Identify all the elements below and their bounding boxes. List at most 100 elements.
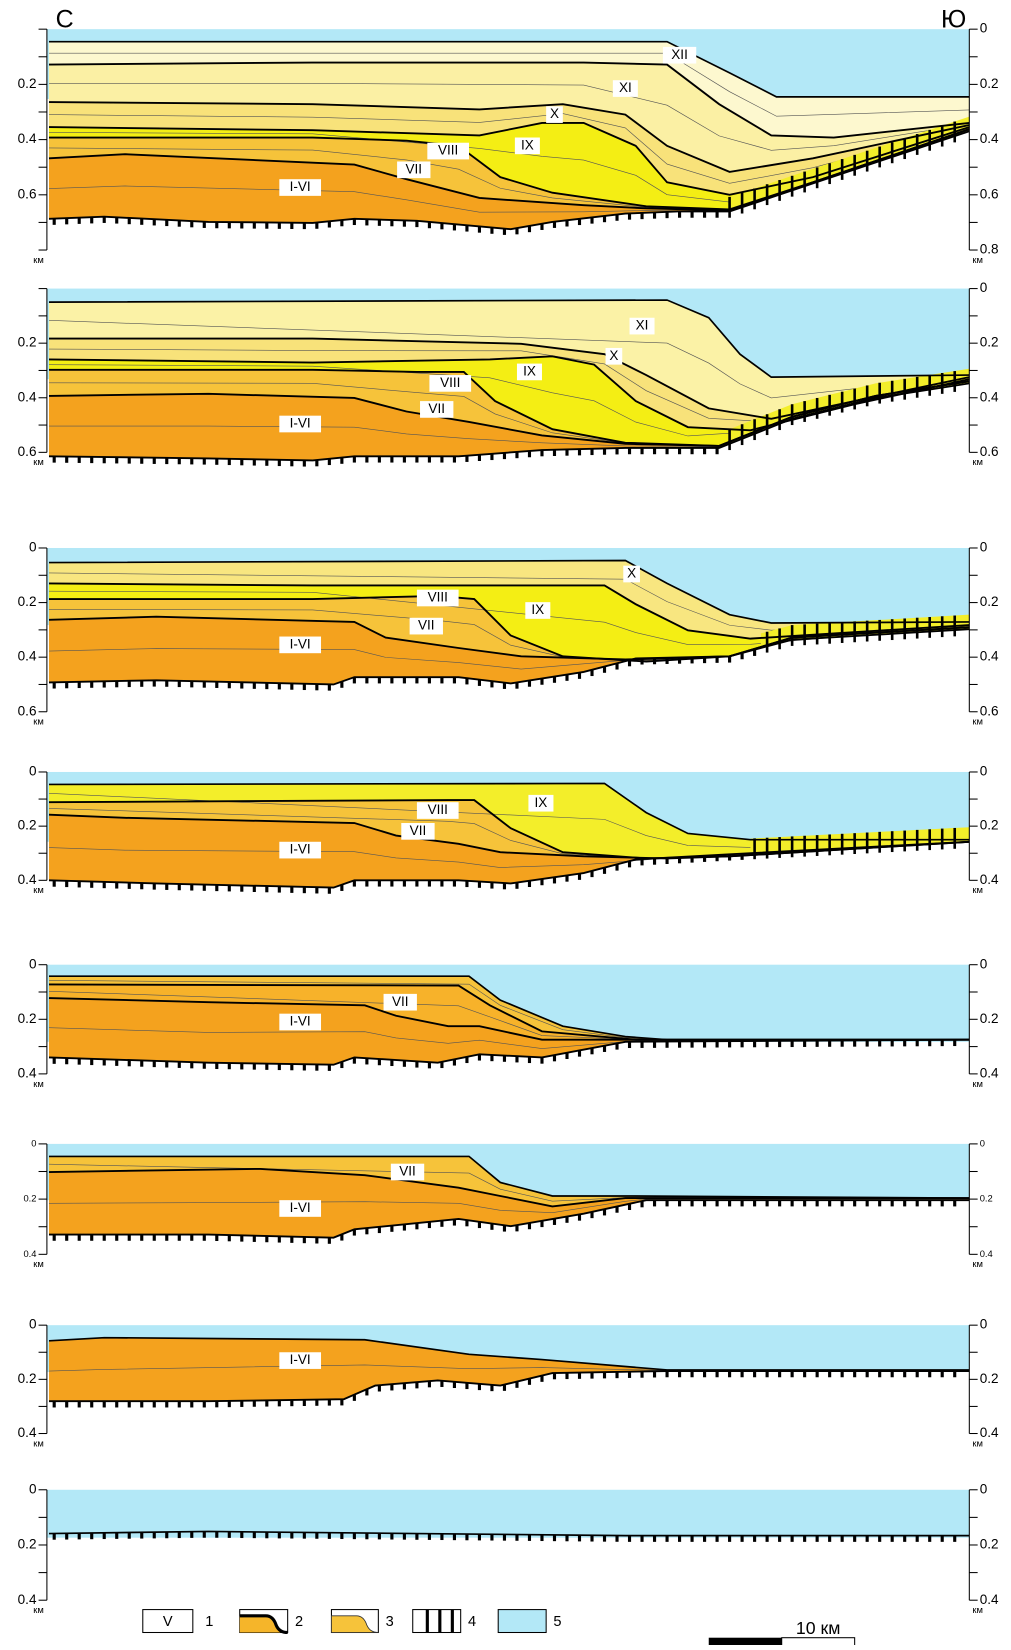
axis-label: 0.2 <box>18 335 37 350</box>
axis-label: 0.6 <box>980 444 999 459</box>
boundary-line <box>48 101 970 173</box>
boundary-line <box>48 559 970 624</box>
layer-label: XI <box>619 80 632 95</box>
boundary-line <box>48 997 970 1041</box>
axis-unit: км <box>972 1605 983 1615</box>
layer <box>48 1337 970 1402</box>
layer <box>48 1168 970 1238</box>
layer-label: VII <box>406 161 423 176</box>
axis-unit: км <box>972 255 983 265</box>
label-box <box>383 993 417 1011</box>
label-box <box>416 589 459 607</box>
layer-label: I-VI <box>290 1200 311 1215</box>
bedding-line <box>48 320 970 399</box>
axis-unit: км <box>972 1438 983 1448</box>
legend-number: 3 <box>386 1614 394 1630</box>
axis-label: 0 <box>29 956 37 971</box>
axis-unit: км <box>972 885 983 895</box>
label-box <box>514 137 540 155</box>
basement-band <box>729 116 970 212</box>
axis-label: 0 <box>29 1481 37 1496</box>
label-box <box>279 1352 322 1369</box>
layer-label: I-VI <box>290 416 311 431</box>
layer-label: IX <box>521 137 534 152</box>
legend-number: 2 <box>295 1614 303 1630</box>
legend-line <box>239 1614 288 1635</box>
axis-label: 0 <box>29 540 37 555</box>
bedding-line <box>48 113 970 184</box>
axis-label: 0.2 <box>18 1011 37 1026</box>
layer <box>48 369 970 446</box>
axis-label: 0.2 <box>18 818 37 833</box>
label-box <box>525 602 551 619</box>
axis-label: 0 <box>980 21 988 36</box>
label-box <box>279 179 322 196</box>
axis-label: 0 <box>980 540 988 555</box>
axis-unit: км <box>972 717 983 727</box>
label-box <box>427 142 470 160</box>
layer-label: VIII <box>438 143 458 158</box>
scale-segment <box>708 1637 782 1647</box>
axis-label: 0.6 <box>18 444 37 459</box>
axis-label: 0 <box>980 1138 985 1148</box>
boundary-line <box>48 582 970 640</box>
layer <box>48 984 970 1040</box>
legend-box <box>412 1609 462 1634</box>
axis-unit: км <box>33 1259 44 1269</box>
axis-unit: км <box>972 457 983 467</box>
water <box>46 1489 970 1538</box>
label-box <box>605 347 623 365</box>
axis-label: 0.4 <box>980 1065 999 1080</box>
layer-label: IX <box>531 602 544 617</box>
label-box <box>629 317 655 335</box>
boundary-line <box>48 1167 970 1208</box>
axis-label: 0.4 <box>980 649 999 664</box>
layer-label: VIII <box>428 590 448 605</box>
layer-label: X <box>550 106 559 121</box>
layer <box>48 595 970 662</box>
boundary-line <box>48 355 970 432</box>
axis-label: 0.4 <box>18 131 37 146</box>
boundary-line <box>48 615 970 661</box>
axis-label: 0 <box>980 956 988 971</box>
label-box <box>409 617 443 635</box>
legend-number: 4 <box>468 1614 476 1630</box>
label-box <box>429 375 472 392</box>
axis-label: 0.2 <box>980 1371 999 1386</box>
axis-label: 0.4 <box>18 1065 37 1080</box>
legend-swatch <box>331 1615 379 1633</box>
axis-label: 0.2 <box>980 76 999 91</box>
axis-label: 0.2 <box>18 594 37 609</box>
axis-label: 0.2 <box>980 335 999 350</box>
layer <box>48 102 970 195</box>
layer <box>48 122 970 210</box>
axis-label: 0.4 <box>980 389 999 404</box>
layer <box>48 41 970 138</box>
label-box <box>390 1163 425 1181</box>
boundary-line <box>48 337 970 420</box>
label-box <box>279 841 322 859</box>
axis-label: 0.2 <box>980 1537 999 1552</box>
axis-unit: км <box>33 717 44 727</box>
layer <box>48 560 970 639</box>
label-box <box>516 363 542 381</box>
legend-swatch <box>239 1615 288 1633</box>
axis-label: 0.4 <box>18 389 37 404</box>
basement-line <box>48 840 970 889</box>
axis-unit: км <box>33 255 44 265</box>
axis-label: 0.2 <box>980 818 999 833</box>
boundary-line <box>48 782 970 841</box>
axis-label: 0.4 <box>980 1592 999 1607</box>
layer-label: VII <box>399 1164 416 1179</box>
layer-label: XII <box>671 47 688 62</box>
layer-label: VIII <box>440 375 460 390</box>
axis-unit: км <box>33 1605 44 1615</box>
bedding-line <box>48 52 970 117</box>
layer <box>48 129 970 230</box>
axis-unit: км <box>33 457 44 467</box>
